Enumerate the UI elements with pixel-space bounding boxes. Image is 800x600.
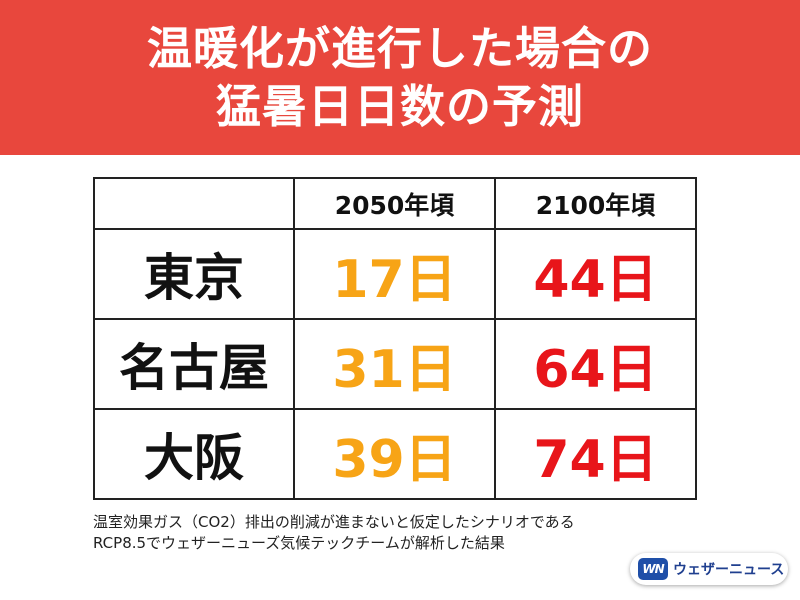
logo-brand-text: ウェザーニュース xyxy=(673,562,785,578)
forecast-table: 2050年頃 2100年頃 東京 17日 44日 名古屋 31日 64日 大阪 … xyxy=(93,177,697,500)
table-row-osaka: 大阪 39日 74日 xyxy=(93,408,697,500)
city-label: 大阪 xyxy=(93,408,295,500)
table-header-row: 2050年頃 2100年頃 xyxy=(93,177,697,230)
header-corner-cell xyxy=(93,177,295,230)
title-line-2: 猛暑日日数の予測 xyxy=(215,79,584,133)
value-2050: 31日 xyxy=(293,318,496,410)
header-2100: 2100年頃 xyxy=(494,177,697,230)
title-banner: 温暖化が進行した場合の 猛暑日日数の予測 xyxy=(0,0,800,155)
city-label: 東京 xyxy=(93,228,295,320)
value-2100: 74日 xyxy=(494,408,697,500)
table-row-nagoya: 名古屋 31日 64日 xyxy=(93,318,697,410)
footnote-line-2: RCP8.5でウェザーニューズ気候テックチームが解析した結果 xyxy=(93,534,505,552)
footnote-line-1: 温室効果ガス（CO2）排出の削減が進まないと仮定したシナリオである xyxy=(93,513,575,531)
value-2050: 17日 xyxy=(293,228,496,320)
table-row-tokyo: 東京 17日 44日 xyxy=(93,228,697,320)
wn-logo-icon: WN xyxy=(638,558,668,580)
value-2050: 39日 xyxy=(293,408,496,500)
city-label: 名古屋 xyxy=(93,318,295,410)
footnote: 温室効果ガス（CO2）排出の削減が進まないと仮定したシナリオである RCP8.5… xyxy=(93,512,713,554)
header-2050: 2050年頃 xyxy=(293,177,496,230)
value-2100: 44日 xyxy=(494,228,697,320)
title-line-1: 温暖化が進行した場合の xyxy=(146,21,653,75)
weathernews-logo: WN ウェザーニュース xyxy=(630,553,788,585)
value-2100: 64日 xyxy=(494,318,697,410)
